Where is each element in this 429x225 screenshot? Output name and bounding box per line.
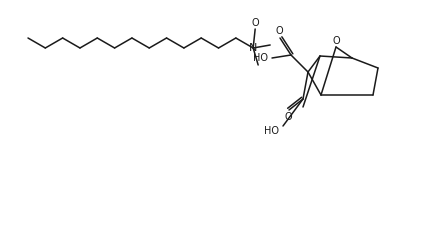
Text: O: O (251, 18, 259, 28)
Text: O: O (275, 26, 283, 36)
Text: HO: HO (264, 126, 279, 136)
Text: O: O (284, 112, 292, 122)
Text: N: N (249, 43, 257, 53)
Text: HO: HO (253, 53, 268, 63)
Text: O: O (332, 36, 340, 46)
